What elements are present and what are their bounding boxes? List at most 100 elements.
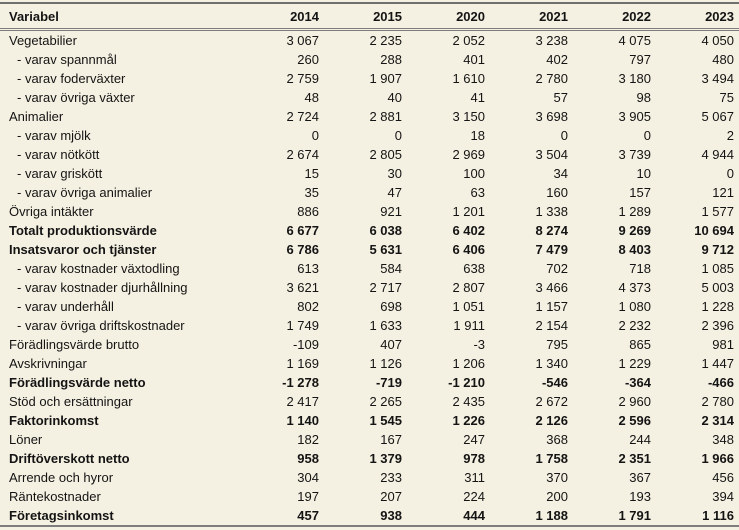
cell-value: 4 373 (618, 280, 651, 295)
row-label: Faktorinkomst (9, 413, 99, 428)
cell-value: 370 (546, 470, 568, 485)
cell-value: 2 674 (286, 147, 319, 162)
cell-value: 6 677 (286, 223, 319, 238)
cell-value: 1 226 (452, 413, 485, 428)
cell-value: 938 (380, 508, 402, 523)
cell-value: 1 188 (535, 508, 568, 523)
cell-value: 35 (304, 185, 319, 200)
cell-value: 288 (380, 52, 402, 67)
cell-value: 2 265 (369, 394, 402, 409)
cell-value: 160 (546, 185, 568, 200)
header-year-2020: 2020 (407, 3, 490, 31)
header-year-2023: 2023 (656, 3, 739, 31)
cell-value: 5 067 (701, 109, 734, 124)
cell-value: 1 791 (618, 508, 651, 523)
cell-value: -109 (292, 337, 319, 352)
cell-value: 4 050 (701, 33, 734, 48)
cell-value: 0 (643, 128, 651, 143)
cell-value: 260 (297, 52, 319, 67)
cell-value: 613 (297, 261, 319, 276)
row-label: Räntekostnader (9, 489, 101, 504)
cell-value: 2 126 (535, 413, 568, 428)
cell-value: 2 351 (618, 451, 651, 466)
cell-value: 4 944 (701, 147, 734, 162)
cell-value: 1 633 (369, 318, 402, 333)
cell-value: 1 169 (286, 356, 319, 371)
cell-value: 1 080 (618, 299, 651, 314)
cell-value: 1 610 (452, 71, 485, 86)
cell-value: 304 (297, 470, 319, 485)
table-row: - varav övriga växter 48 40 41 57 98 75 (0, 88, 739, 107)
row-label: - varav övriga animalier (17, 185, 153, 200)
cell-value: 9 269 (618, 223, 651, 238)
cell-value: 244 (629, 432, 651, 447)
cell-value: 368 (546, 432, 568, 447)
row-label: - varav underhåll (17, 299, 114, 314)
cell-value: 2 960 (618, 394, 651, 409)
cell-value: 3 150 (452, 109, 485, 124)
cell-value: 0 (311, 128, 319, 143)
row-label: - varav foderväxter (17, 71, 126, 86)
row-label: Övriga intäkter (9, 204, 94, 219)
cell-value: 15 (304, 166, 319, 181)
cell-value: 2 154 (535, 318, 568, 333)
cell-value: -364 (624, 375, 651, 390)
cell-value: 207 (380, 489, 402, 504)
row-label: Totalt produktionsvärde (9, 223, 157, 238)
cell-value: 3 067 (286, 33, 319, 48)
table-row: Vegetabilier 3 067 2 235 2 052 3 238 4 075 4 0… (0, 30, 739, 51)
row-label: - varav mjölk (17, 128, 91, 143)
cell-value: 1 577 (701, 204, 734, 219)
table-row: - varav mjölk 0 0 18 0 0 2 (0, 126, 739, 145)
cell-value: 348 (712, 432, 734, 447)
table-row: - varav övriga animalier 35 47 63 160 157 121 (0, 183, 739, 202)
cell-value: 1 206 (452, 356, 485, 371)
cell-value: 865 (629, 337, 651, 352)
cell-value: -719 (375, 375, 402, 390)
cell-value: 34 (553, 166, 568, 181)
cell-value: 2 724 (286, 109, 319, 124)
cell-value: 2 807 (452, 280, 485, 295)
table-row: Löner 182 167 247 368 244 348 (0, 430, 739, 449)
cell-value: 698 (380, 299, 402, 314)
cell-value: 5 631 (369, 242, 402, 257)
cell-value: 0 (394, 128, 402, 143)
cell-value: 3 905 (618, 109, 651, 124)
cell-value: 2 (726, 128, 734, 143)
cell-value: 394 (712, 489, 734, 504)
cell-value: 797 (629, 52, 651, 67)
cell-value: 2 780 (535, 71, 568, 86)
cell-value: 193 (629, 489, 651, 504)
cell-value: 718 (629, 261, 651, 276)
header-variable: Variabel (0, 3, 241, 31)
cell-value: 2 759 (286, 71, 319, 86)
cell-value: 1 126 (369, 356, 402, 371)
cell-value: 5 003 (701, 280, 734, 295)
header-row: Variabel 2014 2015 2020 2021 2022 2023 (0, 3, 739, 31)
cell-value: 401 (463, 52, 485, 67)
cell-value: 1 907 (369, 71, 402, 86)
cell-value: 8 274 (535, 223, 568, 238)
cell-value: 3 698 (535, 109, 568, 124)
cell-value: 4 075 (618, 33, 651, 48)
cell-value: 3 621 (286, 280, 319, 295)
header-year-2015: 2015 (324, 3, 407, 31)
cell-value: 1 201 (452, 204, 485, 219)
table-row: - varav spannmål 260 288 401 402 797 480 (0, 50, 739, 69)
row-label: Insatsvaror och tjänster (9, 242, 157, 257)
cell-value: 1 085 (701, 261, 734, 276)
cell-value: 1 338 (535, 204, 568, 219)
cell-value: 981 (712, 337, 734, 352)
cell-value: 921 (380, 204, 402, 219)
cell-value: 1 228 (701, 299, 734, 314)
table-row: - varav kostnader växtodling 613 584 638 702… (0, 259, 739, 278)
cell-value: 57 (553, 90, 568, 105)
cell-value: 2 435 (452, 394, 485, 409)
cell-value: 2 717 (369, 280, 402, 295)
cell-value: 247 (463, 432, 485, 447)
cell-value: 2 596 (618, 413, 651, 428)
cell-value: 197 (297, 489, 319, 504)
row-label: - varav spannmål (17, 52, 117, 67)
cell-value: 3 180 (618, 71, 651, 86)
